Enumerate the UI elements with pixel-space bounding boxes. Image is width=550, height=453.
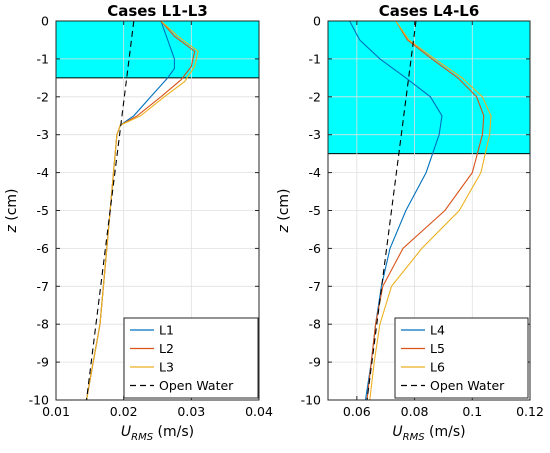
y-tick-label: 0 — [41, 14, 49, 29]
legend-label: L6 — [430, 360, 445, 375]
y-tick-label: -3 — [309, 127, 321, 142]
y-tick-label: -6 — [309, 241, 322, 256]
legend-box — [123, 317, 259, 399]
y-tick-label: -6 — [37, 241, 50, 256]
series-line-l3 — [85, 20, 199, 401]
x-tick-label: 0.12 — [516, 404, 544, 419]
x-tick-label: 0.02 — [110, 404, 138, 419]
panel-right: 0.06 0.08 0.1 0.12 0 -1 -2 -3 -4 -5 -6 -7 -8 -9 -10 Cas… — [276, 2, 544, 443]
series-line-l6 — [369, 20, 492, 401]
x-axis-label-unit: (m/s) — [425, 424, 466, 440]
y-tick-label: -5 — [309, 203, 321, 218]
y-tick-label: -1 — [309, 51, 321, 66]
chart-title: Cases L1-L3 — [107, 2, 208, 20]
y-tick-label: -2 — [309, 89, 321, 104]
legend: L4 L5 L6 Open Water — [394, 317, 529, 399]
x-tick-label: 0.04 — [245, 404, 273, 419]
legend-label: L3 — [159, 360, 174, 375]
x-axis-label-sub: RMS — [131, 432, 154, 443]
series-line-open-water — [366, 20, 417, 401]
legend-box — [394, 317, 529, 399]
y-tick-label: -8 — [309, 317, 322, 332]
y-tick-label: -7 — [37, 279, 49, 294]
series-line-open-water — [85, 20, 135, 401]
legend: L1 L2 L3 Open Water — [123, 317, 259, 399]
y-axis-label: z (cm) — [4, 188, 20, 233]
panel-left: 0.01 0.02 0.03 0.04 0 -1 -2 -3 -4 -5 -6 -7 -8 -9 -10 Ca… — [4, 2, 273, 443]
x-axis-label-unit: (m/s) — [153, 424, 194, 440]
y-tick-label: -2 — [37, 89, 49, 104]
y-tick-label: -10 — [29, 393, 49, 408]
y-axis-label: z (cm) — [276, 188, 292, 233]
x-axis-label: URMS (m/s) — [121, 424, 194, 443]
x-axis-label-main: U — [121, 424, 131, 440]
y-tick-label: -3 — [37, 127, 49, 142]
legend-label: Open Water — [159, 378, 234, 393]
series-line-l5 — [366, 20, 485, 401]
y-tick-label: -4 — [309, 165, 322, 180]
y-tick-label: -5 — [37, 203, 49, 218]
x-tick-label: 0.1 — [462, 404, 482, 419]
y-axis-label-main: z — [4, 225, 20, 234]
shaded-region — [55, 20, 260, 79]
y-axis-label-unit: (cm) — [276, 188, 292, 225]
y-tick-label: -9 — [309, 355, 322, 370]
legend-label: L5 — [430, 341, 445, 356]
x-tick-label: 0.03 — [177, 404, 205, 419]
y-tick-label: -1 — [37, 51, 49, 66]
chart-title: Cases L4-L6 — [379, 2, 480, 20]
x-tick-label: 0.06 — [343, 404, 371, 419]
x-axis-label: URMS (m/s) — [392, 424, 465, 443]
shaded-region — [327, 20, 531, 155]
legend-label: L4 — [430, 323, 445, 338]
y-axis-label-main: z — [276, 225, 292, 234]
y-tick-label: 0 — [313, 14, 321, 29]
y-axis-label-unit: (cm) — [4, 188, 20, 225]
y-tick-label: -7 — [309, 279, 321, 294]
y-tick-label: -8 — [37, 317, 50, 332]
x-axis-label-main: U — [392, 424, 402, 440]
y-tick-label: -4 — [37, 165, 50, 180]
legend-label: L1 — [159, 323, 174, 338]
x-tick-label: 0.01 — [42, 404, 70, 419]
x-axis-label-sub: RMS — [403, 432, 426, 443]
legend-label: L2 — [159, 341, 174, 356]
y-tick-label: -10 — [301, 393, 321, 408]
y-tick-label: -9 — [37, 355, 50, 370]
legend-label: Open Water — [430, 378, 505, 393]
x-tick-label: 0.08 — [401, 404, 429, 419]
